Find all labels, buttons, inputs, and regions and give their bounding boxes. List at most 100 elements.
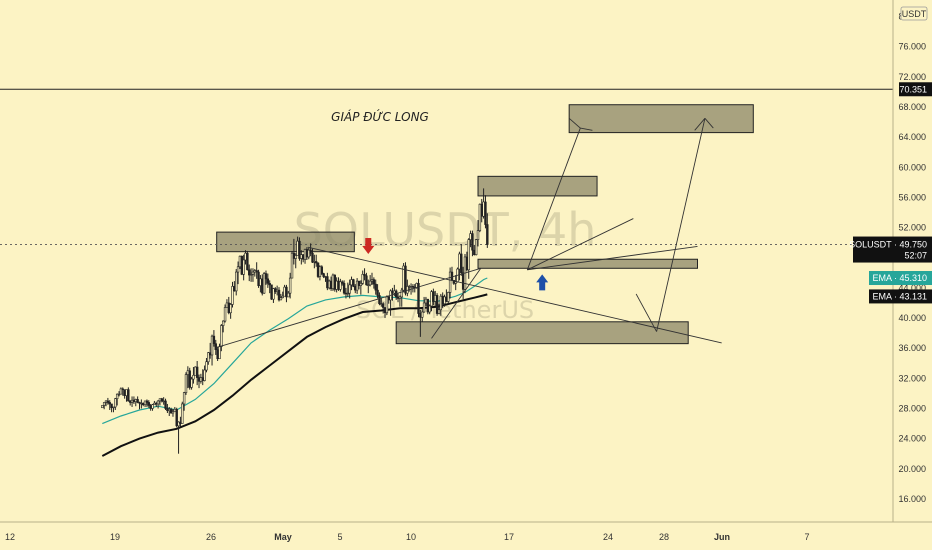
candle xyxy=(240,255,243,276)
candle-body-down xyxy=(352,279,355,287)
candle xyxy=(339,278,342,292)
candle xyxy=(428,304,431,315)
currency-label: USDT xyxy=(902,9,927,19)
candle-body-up xyxy=(478,203,482,231)
candle xyxy=(112,406,115,413)
candle xyxy=(248,264,251,282)
candle-body-down xyxy=(214,343,217,350)
candle-body-down xyxy=(292,252,296,259)
rectangle-zones[interactable] xyxy=(216,104,754,345)
candle-body-up xyxy=(324,276,327,278)
candle-body-up xyxy=(296,240,299,256)
candle xyxy=(417,278,420,318)
candle xyxy=(214,339,217,355)
candle-body-down xyxy=(435,295,439,314)
price-tick-label: 40.000 xyxy=(898,313,926,323)
candle xyxy=(476,220,480,247)
candle-body-down xyxy=(255,270,258,273)
candle xyxy=(117,391,121,397)
candle xyxy=(346,282,350,297)
price-axis[interactable]: 80.00076.00072.00068.00064.00060.00056.0… xyxy=(849,0,932,550)
candle-body-down xyxy=(160,398,164,402)
author-label: GIÁP ĐỨC LONG xyxy=(331,109,429,124)
candle-body-up xyxy=(467,239,470,271)
candle xyxy=(454,275,457,291)
candle-body-up xyxy=(476,230,480,240)
trendline-4 xyxy=(431,268,482,339)
candle-body-up xyxy=(220,325,223,347)
candle xyxy=(341,280,344,286)
candle xyxy=(205,357,208,373)
arrow-up-icon xyxy=(536,274,549,291)
candle-body-up xyxy=(130,399,134,403)
candle-body-down xyxy=(169,408,173,414)
candle-body-up xyxy=(430,291,433,307)
candle-body-up xyxy=(171,411,175,414)
candle-body-up xyxy=(407,286,411,288)
candle xyxy=(328,279,331,290)
candle xyxy=(268,280,271,294)
candle-body-down xyxy=(342,283,346,294)
trendline-2 xyxy=(527,218,634,271)
candle-body-down xyxy=(179,421,182,424)
candle-body-up xyxy=(236,266,240,273)
candle xyxy=(175,407,178,428)
candle xyxy=(437,303,441,315)
candle-body-up xyxy=(393,290,396,294)
price-tick-label: 20.000 xyxy=(898,464,926,474)
candle-body-up xyxy=(281,295,284,298)
candle-body-up xyxy=(439,295,443,311)
ema-fast-badge xyxy=(869,271,932,286)
candle-body-up xyxy=(242,259,245,275)
candle-body-up xyxy=(117,393,121,396)
candle-body-up xyxy=(361,274,364,284)
candle-body-up xyxy=(205,361,208,371)
zone-rect-1 xyxy=(568,104,754,134)
zone-rect-3 xyxy=(477,258,698,269)
candle-body-down xyxy=(445,296,448,302)
candle xyxy=(376,284,379,299)
candle xyxy=(238,255,242,270)
last-price-badge xyxy=(853,236,932,263)
price-tick-label: 32.000 xyxy=(898,373,926,383)
time-tick-label: 26 xyxy=(206,532,216,542)
trendline-5 xyxy=(526,127,581,270)
candle-body-up xyxy=(409,286,413,288)
candle-body-down xyxy=(138,402,141,404)
candle xyxy=(361,270,364,285)
candle-body-down xyxy=(354,286,357,291)
candle-body-up xyxy=(101,405,104,409)
candle xyxy=(311,248,314,264)
candle-body-up xyxy=(482,201,485,217)
candle-body-up xyxy=(181,403,184,424)
candle xyxy=(331,273,335,291)
candle xyxy=(309,243,312,257)
candle-body-up xyxy=(231,286,234,305)
candle xyxy=(460,244,463,276)
candle-body-up xyxy=(140,402,143,405)
candle-body-down xyxy=(208,352,212,356)
candle-body-up xyxy=(249,274,253,276)
candle-body-down xyxy=(396,296,400,299)
trendlines[interactable] xyxy=(216,117,722,348)
arrow-down-icon xyxy=(362,237,375,254)
candle-body-down xyxy=(473,249,476,256)
candle xyxy=(138,401,141,410)
candle-body-down xyxy=(337,280,340,290)
candle xyxy=(121,387,124,396)
candle-body-down xyxy=(471,233,474,251)
candle-body-up xyxy=(194,366,197,376)
time-axis[interactable]: 12 19 26 May 5 10 17 24 28 Jun 7 xyxy=(0,521,932,542)
candle-body-up xyxy=(458,253,461,270)
candle xyxy=(404,262,407,296)
candle xyxy=(192,367,195,384)
candle-body-down xyxy=(142,402,145,406)
candle-body-up xyxy=(331,274,335,289)
candle-body-down xyxy=(381,303,385,308)
candle-body-up xyxy=(437,309,441,314)
candle xyxy=(156,400,160,409)
trendline-7 xyxy=(580,127,593,131)
candle-body-up xyxy=(313,261,316,263)
candle-body-down xyxy=(108,402,111,405)
